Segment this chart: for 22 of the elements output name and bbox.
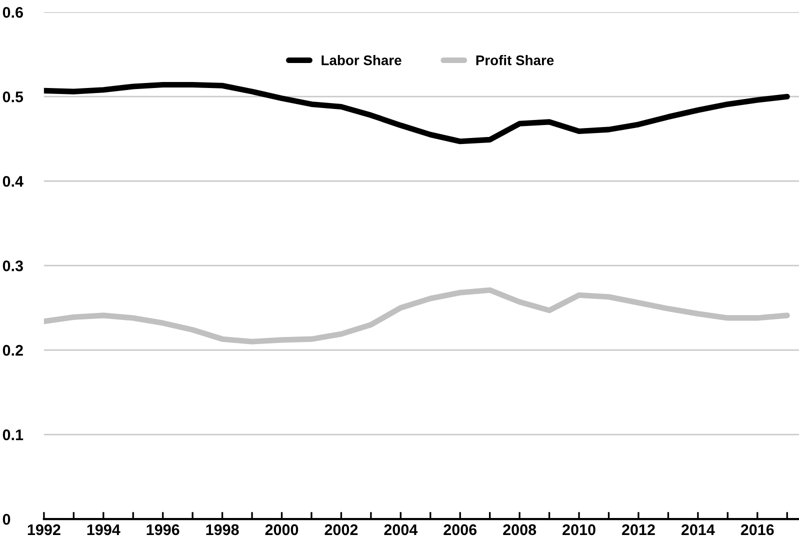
x-tick-label: 2006 bbox=[444, 524, 477, 536]
x-tick-label: 2016 bbox=[740, 524, 774, 536]
x-tick-label: 2012 bbox=[622, 524, 655, 536]
x-tick-label: 2000 bbox=[265, 524, 298, 536]
x-tick-label: 2010 bbox=[562, 524, 596, 536]
x-tick-label: 1998 bbox=[206, 524, 239, 536]
y-tick-label: 0 bbox=[2, 514, 10, 525]
y-tick-label: 0.2 bbox=[2, 344, 23, 356]
x-tick-label: 2008 bbox=[503, 524, 536, 536]
y-tick-label: 0.5 bbox=[2, 91, 24, 102]
x-tick-label: 1994 bbox=[87, 524, 120, 536]
y-tick-label: 0.3 bbox=[2, 260, 23, 272]
y-tick-label: 0.4 bbox=[2, 176, 24, 187]
x-tick-label: 2004 bbox=[384, 524, 418, 536]
y-tick-label: 0.6 bbox=[2, 6, 23, 18]
x-tick-label: 2014 bbox=[681, 524, 715, 536]
y-tick-label: 0.1 bbox=[2, 429, 24, 440]
x-tick-label: 2002 bbox=[324, 524, 358, 536]
x-tick-label: 1992 bbox=[28, 524, 60, 536]
legend-label: Profit Share bbox=[476, 55, 554, 66]
x-tick-label: 1996 bbox=[146, 524, 180, 536]
legend-label: Labor Share bbox=[322, 55, 402, 66]
